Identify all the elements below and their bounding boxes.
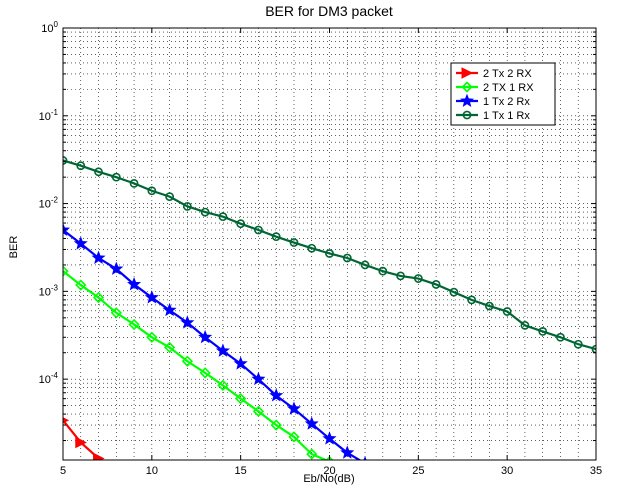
data-point-4 [342,253,352,263]
data-point-2 [252,405,265,417]
x-tick-label: 5 [60,465,66,477]
data-point-4 [111,172,121,182]
data-point-4 [325,249,334,258]
data-point-4 [538,326,548,336]
data-point-3 [269,388,284,402]
data-point-3 [162,302,177,317]
legend-swatch-marker [461,67,474,79]
legend: 2 Tx 2 RX 2 TX 1 RX 1 Tx 2 Rx 1 Tx 1 Rx [450,62,556,126]
data-point-4 [378,266,388,276]
data-point-3 [322,431,337,445]
data-point-2 [270,419,282,431]
y-axis-label: BER [8,236,20,259]
legend-entry-label: 2 TX 1 RX [483,82,534,94]
data-point-2 [163,341,176,354]
data-point-1 [93,452,105,460]
data-point-3 [363,455,367,460]
data-point-4 [396,271,405,281]
data-point-4 [218,212,228,222]
x-tick-label: 25 [412,465,424,477]
data-point-3 [127,277,142,291]
data-point-4 [573,339,583,349]
data-point-2 [128,318,140,331]
data-point-3 [233,356,248,370]
data-point-4 [76,161,86,171]
series-markers [63,156,596,460]
data-point-4 [431,280,441,289]
data-point-2 [217,379,229,391]
data-point-4 [271,232,281,242]
legend-swatch-marker [462,110,472,120]
data-point-2 [306,448,318,460]
legend-entry-label: 1 Tx 1 Rx [483,110,530,122]
data-point-1 [75,436,87,449]
data-point-4 [591,344,596,354]
data-point-4 [94,167,103,177]
data-point-4 [236,219,246,229]
x-axis-label: Eb/No(dB) [303,473,354,485]
data-point-1 [63,417,70,424]
chart-title: BER for DM3 packet [265,3,393,19]
data-point-2 [235,393,247,405]
legend-entry-label: 2 Tx 2 RX [483,68,532,80]
data-point-3 [286,401,301,415]
data-point-3 [91,250,106,264]
x-tick-label: 35 [590,465,602,477]
data-point-4 [556,332,565,342]
x-tick-label: 20 [323,465,335,477]
data-point-4 [200,207,210,217]
data-point-2 [63,265,69,277]
data-point-4 [449,287,459,297]
y-tick-label: 10-2 [39,196,59,211]
data-point-4 [289,238,299,247]
data-point-3 [304,416,319,430]
data-point-4 [147,186,157,196]
data-point-2 [75,279,87,291]
data-point-3 [109,261,124,275]
data-point-4 [520,320,530,330]
x-tick-label: 10 [146,465,158,477]
data-point-4 [502,307,512,316]
data-point-4 [254,225,263,235]
series-line-2 [63,270,329,460]
data-point-4 [467,295,477,305]
legend-entry-label: 1 Tx 2 Rx [483,96,530,108]
data-point-4 [413,274,423,283]
data-point-3 [73,236,88,250]
x-tick-label: 15 [235,465,247,477]
x-tick-labels: 5 10 15 20 25 30 35 [60,465,602,477]
data-point-4 [165,192,174,202]
data-point-2 [288,431,300,443]
data-point-2 [181,355,193,367]
data-point-2 [146,331,158,343]
y-tick-label: 10-1 [39,108,59,123]
data-point-3 [215,343,230,357]
y-tick-labels: 100 10-1 10-2 10-3 10-4 [39,20,59,386]
data-point-2 [110,307,122,319]
y-tick-label: 10-3 [39,283,59,298]
data-point-3 [144,290,159,304]
data-point-3 [340,445,355,459]
x-tick-label: 30 [501,465,513,477]
tick-marks [62,27,597,460]
legend-swatch-marker [459,93,475,107]
data-point-4 [360,260,370,270]
y-tick-label: 10-4 [39,371,59,386]
data-point-2 [92,291,105,304]
legend-swatch-marker [461,81,473,93]
data-point-4 [182,201,192,211]
data-point-2 [199,367,211,379]
data-point-3 [251,371,266,386]
data-point-3 [198,329,213,344]
data-point-4 [484,301,494,311]
data-point-4 [129,178,139,188]
data-point-3 [180,315,195,329]
data-point-4 [307,243,317,253]
data-point-3 [63,222,71,236]
y-tick-label: 100 [41,20,58,35]
